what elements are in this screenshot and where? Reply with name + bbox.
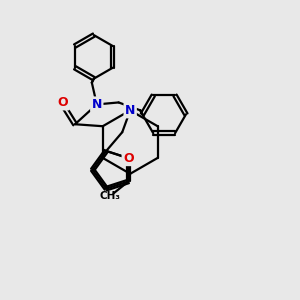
Text: CH₃: CH₃ [99, 191, 120, 201]
Text: O: O [123, 152, 134, 165]
Text: N: N [92, 98, 102, 111]
Text: O: O [58, 96, 68, 109]
Text: N: N [125, 104, 135, 117]
